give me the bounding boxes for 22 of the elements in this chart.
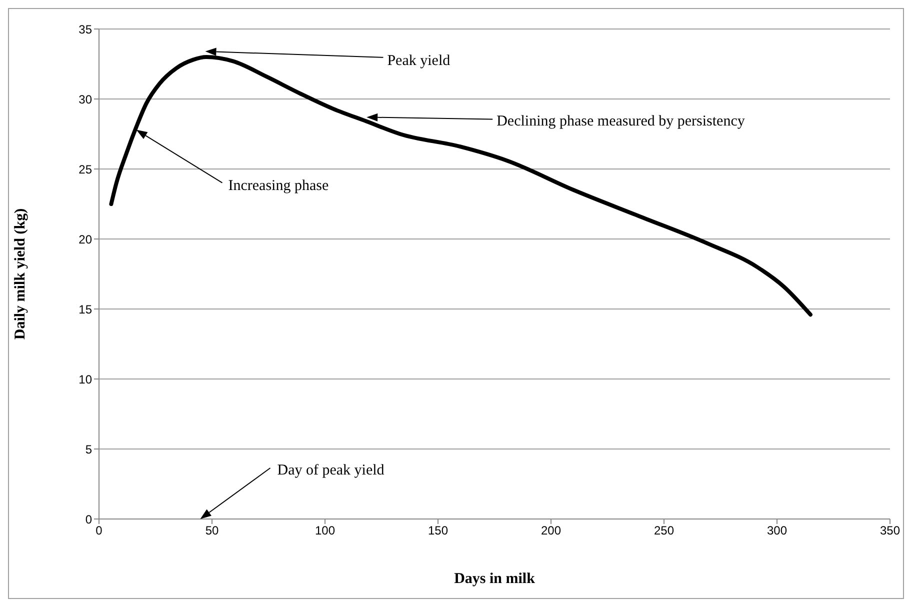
x-axis-title: Days in milk xyxy=(454,571,536,587)
x-tick-label: 100 xyxy=(314,524,336,538)
x-tick-label: 150 xyxy=(428,524,448,538)
x-tick-label: 50 xyxy=(205,524,219,538)
annotation: Increasing phase xyxy=(228,178,329,194)
y-tick-label: 0 xyxy=(85,512,92,526)
y-tick-label: 35 xyxy=(78,22,92,36)
x-tick-label: 200 xyxy=(540,524,562,538)
y-tick-label: 25 xyxy=(78,162,92,176)
x-tick-label: 0 xyxy=(96,524,103,538)
x-tick-label: 350 xyxy=(880,524,900,538)
annotation: Peak yield xyxy=(387,52,451,69)
x-tick-label: 250 xyxy=(654,524,674,538)
y-tick-label: 10 xyxy=(78,372,92,386)
y-tick-label: 15 xyxy=(78,302,92,316)
y-tick-label: 20 xyxy=(78,232,92,246)
y-axis-title: Daily milk yield (kg) xyxy=(12,208,28,340)
x-tick-label: 300 xyxy=(766,524,788,538)
y-tick-label: 5 xyxy=(85,442,92,456)
y-tick-label: 30 xyxy=(78,92,92,106)
annotation: Declining phase measured by persistency xyxy=(496,114,746,130)
annotation: Day of peak yield xyxy=(277,462,385,478)
